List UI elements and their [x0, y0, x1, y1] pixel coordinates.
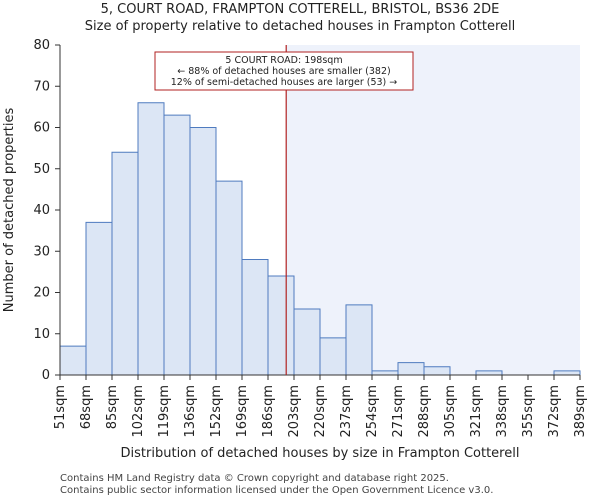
x-tick-label-102sqm: 102sqm	[131, 385, 146, 438]
x-tick-label-85sqm: 85sqm	[105, 385, 120, 429]
bar-237sqm	[345, 304, 373, 376]
x-tick-label-186sqm: 186sqm	[261, 385, 276, 438]
x-axis-title: Distribution of detached houses by size …	[121, 446, 520, 461]
annotation-line3: 12% of semi-detached houses are larger (…	[171, 77, 398, 88]
x-tick-label-220sqm: 220sqm	[313, 385, 328, 438]
y-tick-label-60: 60	[33, 121, 50, 136]
bar-152sqm	[215, 180, 243, 376]
bar-136sqm	[189, 127, 217, 376]
footer-line-2: Contains public sector information licen…	[60, 485, 494, 496]
chart-subtitle: Size of property relative to detached ho…	[84, 19, 516, 34]
footer-line-1: Contains HM Land Registry data © Crown c…	[60, 473, 449, 484]
y-axis-title: Number of detached properties	[2, 108, 17, 313]
y-tick-label-10: 10	[33, 327, 50, 342]
x-tick-label-372sqm: 372sqm	[547, 385, 562, 438]
y-tick-label-30: 30	[33, 244, 50, 259]
annotation-box	[154, 51, 414, 91]
bar-51sqm	[59, 345, 87, 376]
bar-186sqm	[267, 275, 295, 376]
bar-203sqm	[293, 308, 321, 376]
x-tick-label-271sqm: 271sqm	[391, 385, 406, 438]
x-tick-label-288sqm: 288sqm	[417, 385, 432, 438]
chart-title: 5, COURT ROAD, FRAMPTON COTTERELL, BRIST…	[100, 2, 500, 17]
bar-102sqm	[137, 102, 165, 376]
x-tick-label-237sqm: 237sqm	[339, 385, 354, 438]
bar-220sqm	[319, 337, 347, 376]
bar-372sqm	[553, 370, 581, 376]
x-tick-label-68sqm: 68sqm	[79, 385, 94, 429]
x-tick-label-321sqm: 321sqm	[469, 385, 484, 438]
bar-271sqm	[397, 362, 425, 376]
annotation-line2: ← 88% of detached houses are smaller (38…	[177, 66, 390, 77]
bar-288sqm	[423, 366, 451, 376]
annotation-line1: 5 COURT ROAD: 198sqm	[225, 55, 342, 66]
bar-68sqm	[85, 221, 113, 376]
y-tick-label-20: 20	[33, 286, 50, 301]
bar-321sqm	[475, 370, 503, 376]
bar-254sqm	[371, 370, 399, 376]
x-tick-label-152sqm: 152sqm	[209, 385, 224, 438]
y-tick-label-70: 70	[33, 79, 50, 94]
x-tick-label-305sqm: 305sqm	[443, 385, 458, 438]
x-tick-label-254sqm: 254sqm	[365, 385, 380, 438]
x-tick-label-51sqm: 51sqm	[53, 385, 68, 429]
bar-119sqm	[163, 114, 191, 376]
x-tick-label-119sqm: 119sqm	[157, 385, 172, 438]
x-tick-label-355sqm: 355sqm	[521, 385, 536, 438]
y-tick-label-40: 40	[33, 203, 50, 218]
x-tick-label-203sqm: 203sqm	[287, 385, 302, 438]
x-tick-label-136sqm: 136sqm	[183, 385, 198, 438]
y-tick-label-0: 0	[42, 368, 50, 383]
x-tick-label-169sqm: 169sqm	[235, 385, 250, 438]
x-tick-label-338sqm: 338sqm	[495, 385, 510, 438]
y-tick-label-80: 80	[33, 38, 50, 53]
y-tick-label-50: 50	[33, 162, 50, 177]
bar-85sqm	[111, 151, 139, 376]
bar-169sqm	[241, 259, 269, 376]
highlight-region	[286, 45, 580, 375]
x-tick-label-389sqm: 389sqm	[573, 385, 588, 438]
